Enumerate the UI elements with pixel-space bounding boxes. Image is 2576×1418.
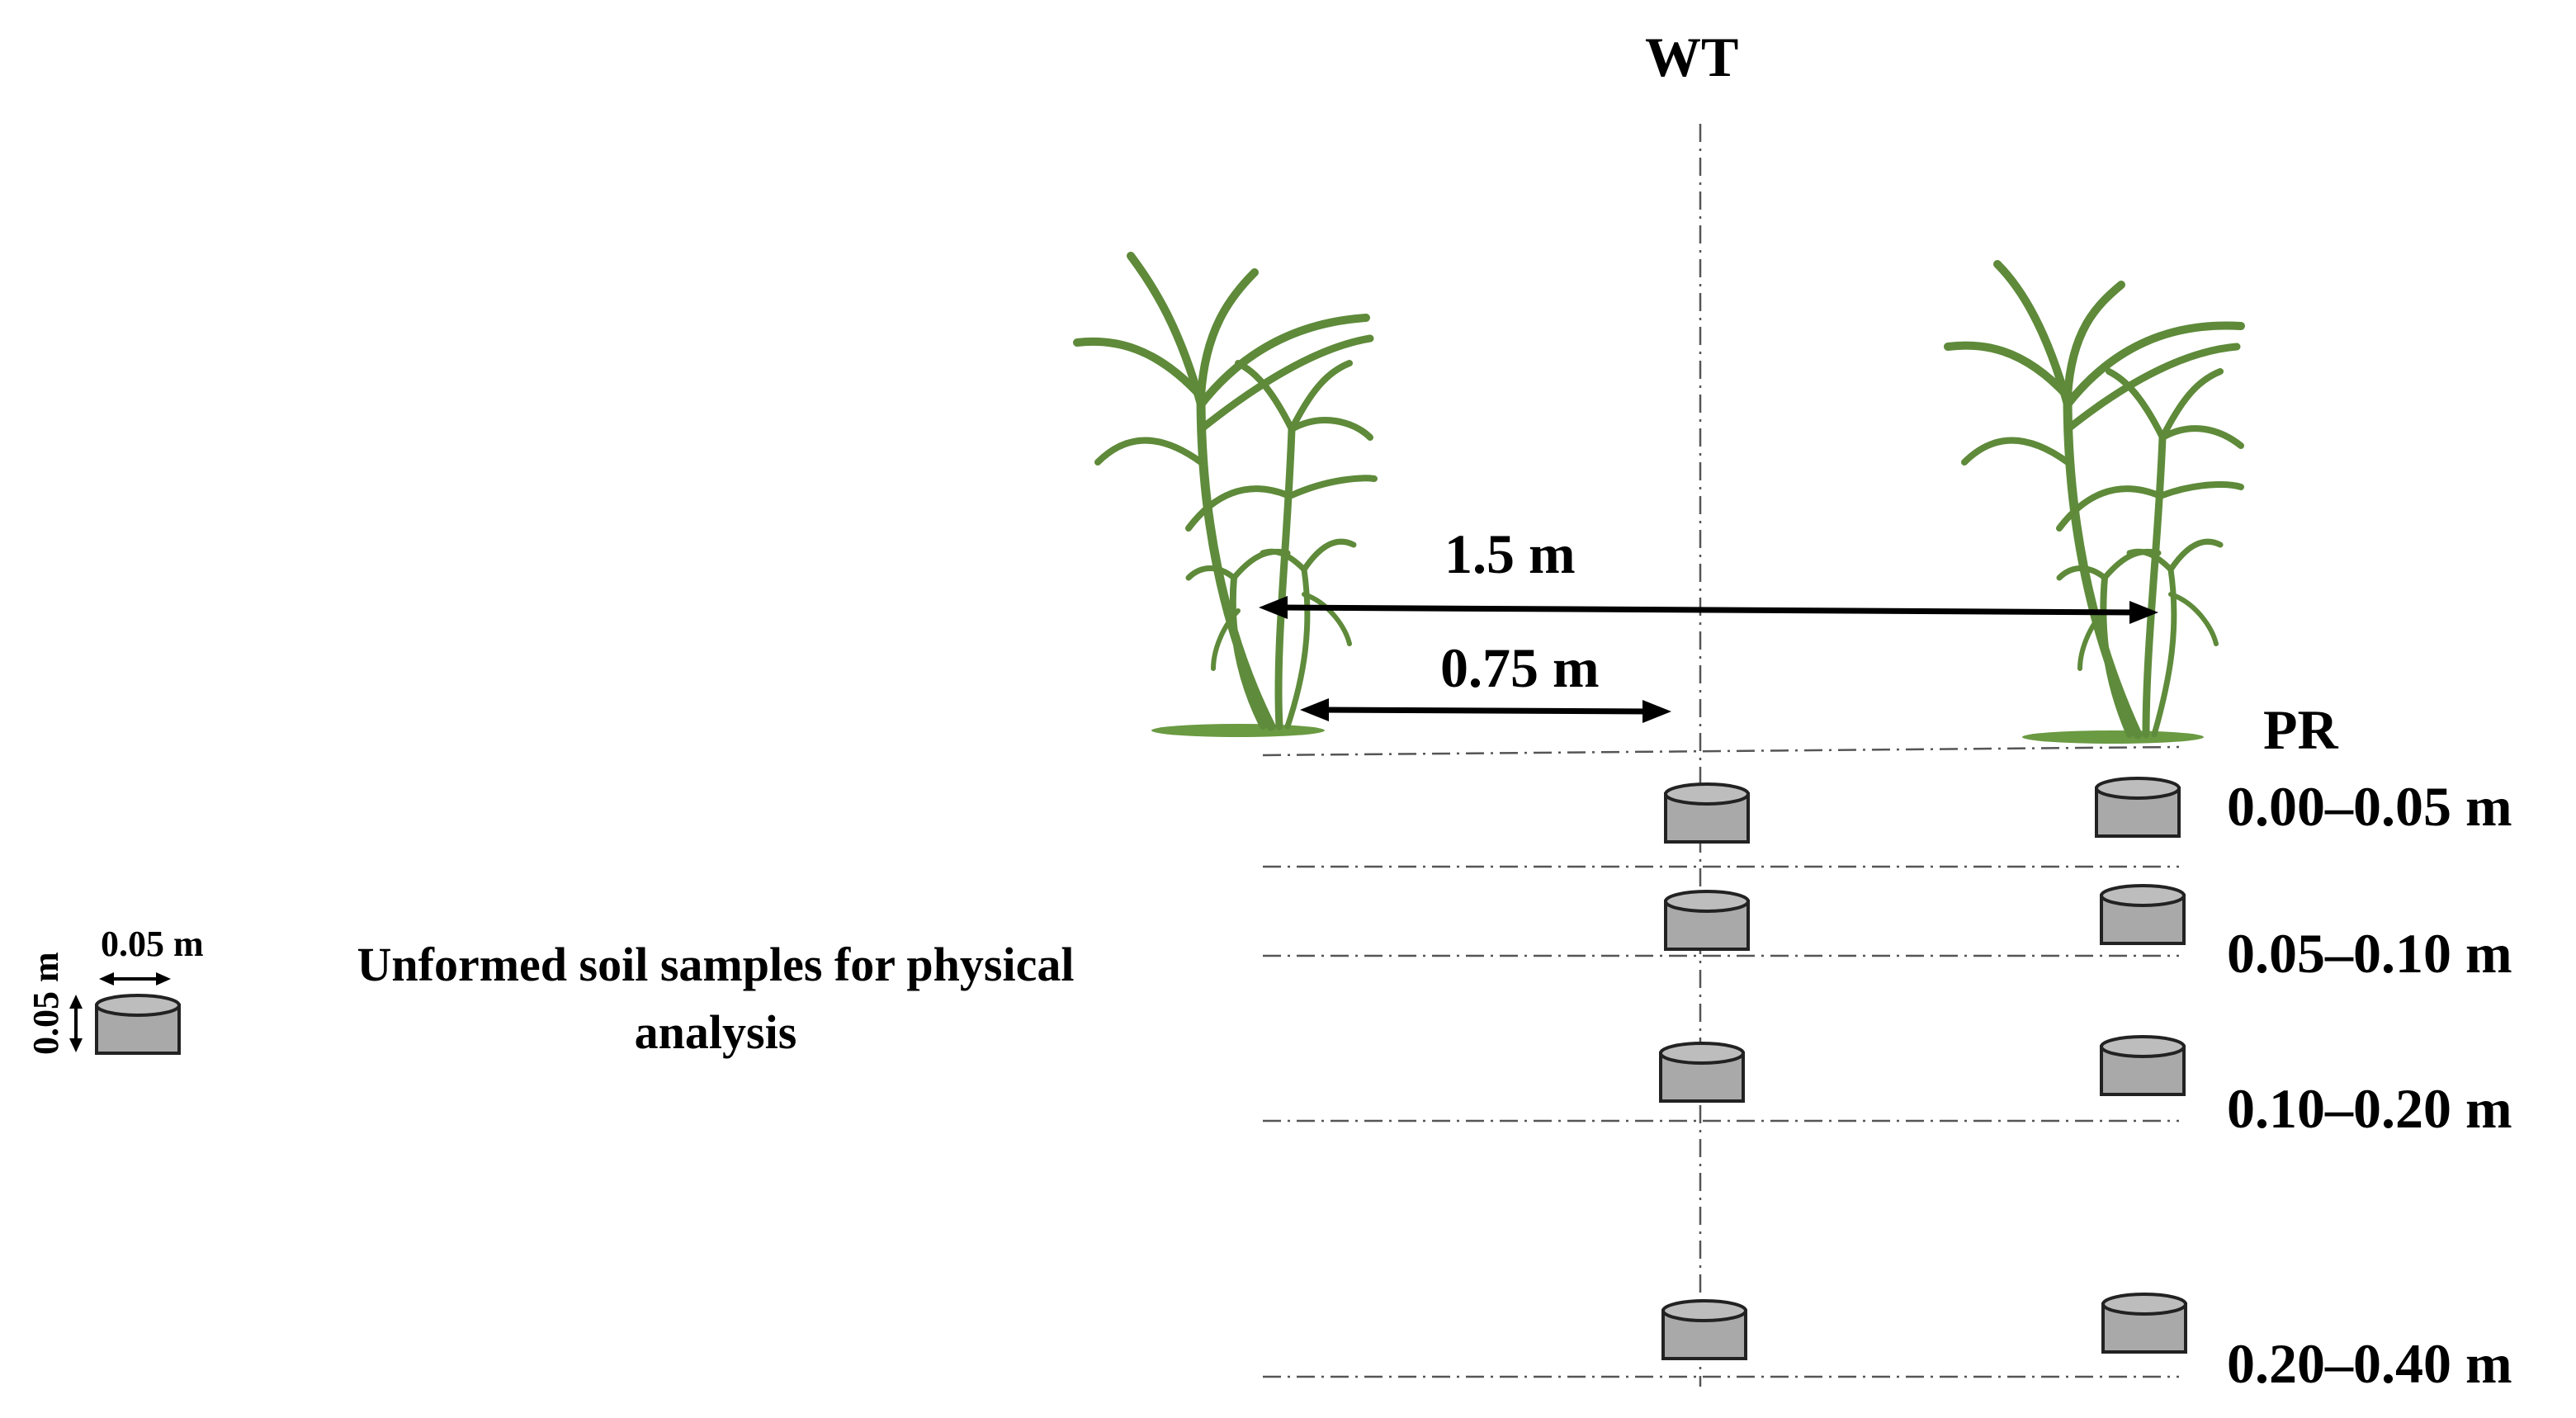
sample-cylinder-pr-2 <box>2100 884 2186 945</box>
legend-width-arrow <box>99 972 171 986</box>
distance-arrow-half <box>1300 698 1671 723</box>
depth-label-3: 0.10–0.20 m <box>2227 1077 2512 1140</box>
sample-cylinder-pr-4 <box>2101 1293 2187 1354</box>
sample-cylinder-pr-3 <box>2100 1035 2186 1096</box>
pr-label: PR <box>2263 698 2339 761</box>
legend-sample-cylinder-icon <box>95 994 181 1055</box>
sample-cylinder-pr-1 <box>2095 777 2181 838</box>
legend-text-line1: Unformed soil samples for physical <box>357 938 1075 991</box>
wt-label: WT <box>1645 26 1738 88</box>
legend-text-line2: analysis <box>635 1005 797 1059</box>
sugarcane-plant-right-icon <box>1944 260 2245 744</box>
sample-cylinder-wt-3 <box>1659 1042 1745 1103</box>
layer-line-surface <box>1262 745 2180 757</box>
distance-arrow-full <box>1259 596 2158 624</box>
distance-label-half: 0.75 m <box>1440 636 1600 699</box>
depth-label-1: 0.00–0.05 m <box>2227 775 2512 838</box>
sample-cylinder-wt-4 <box>1661 1299 1747 1360</box>
sugarcane-plant-left-icon <box>1073 252 1378 737</box>
depth-label-2: 0.05–0.10 m <box>2227 922 2512 985</box>
sample-cylinder-wt-2 <box>1664 890 1750 951</box>
sample-cylinder-wt-1 <box>1664 782 1750 844</box>
legend-height-arrow <box>69 995 83 1052</box>
legend-width-label: 0.05 m <box>101 924 204 964</box>
legend: 0.05 m 0.05 m Unformed soil samples for … <box>26 924 1074 1059</box>
distance-label-full: 1.5 m <box>1444 522 1576 585</box>
depth-label-4: 0.20–0.40 m <box>2227 1332 2512 1395</box>
legend-height-label: 0.05 m <box>26 952 66 1055</box>
